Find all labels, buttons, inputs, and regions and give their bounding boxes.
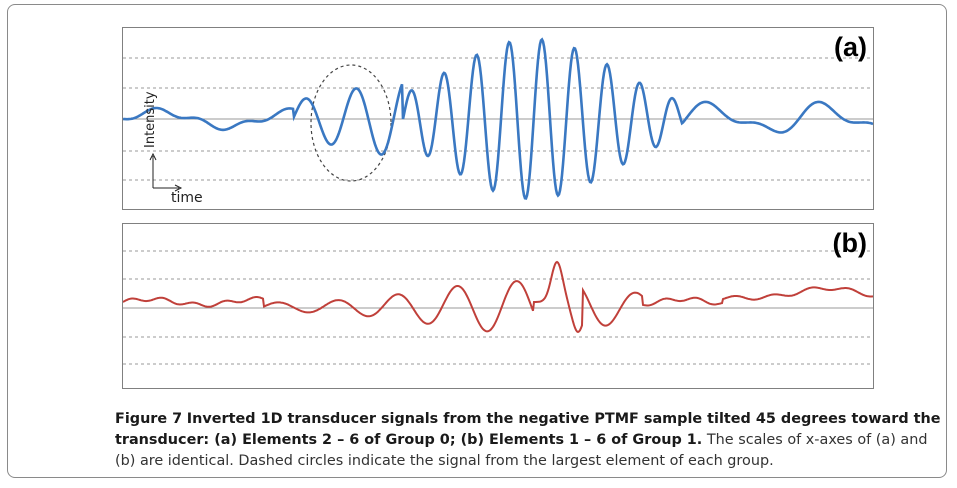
caption-title: Inverted 1D transducer signals from the … xyxy=(115,411,941,448)
caption-body: The scales of x-axes of (a) and (b) are … xyxy=(115,432,928,469)
caption-figure-number: Figure 7 xyxy=(115,411,183,427)
y-axis-label: Intensity xyxy=(143,91,158,148)
figure-frame: (a) Intensity time (b) Figure 7 Inverted… xyxy=(7,4,947,478)
panel-a-label: (a) xyxy=(834,32,867,62)
panel-a-plot xyxy=(123,37,873,200)
panel-b-label: (b) xyxy=(832,228,867,258)
figure-caption: Figure 7 Inverted 1D transducer signals … xyxy=(115,409,945,472)
panel-b: (b) xyxy=(122,223,874,389)
x-axis-arrow-head xyxy=(174,184,183,192)
panel-a: (a) Intensity time xyxy=(122,27,874,210)
signal-b xyxy=(123,260,873,334)
panel-b-plot xyxy=(123,250,873,365)
y-axis-arrow-head xyxy=(149,152,157,161)
signal-a xyxy=(123,37,873,200)
highlight-circle xyxy=(310,64,392,182)
x-axis-label: time xyxy=(171,190,203,206)
